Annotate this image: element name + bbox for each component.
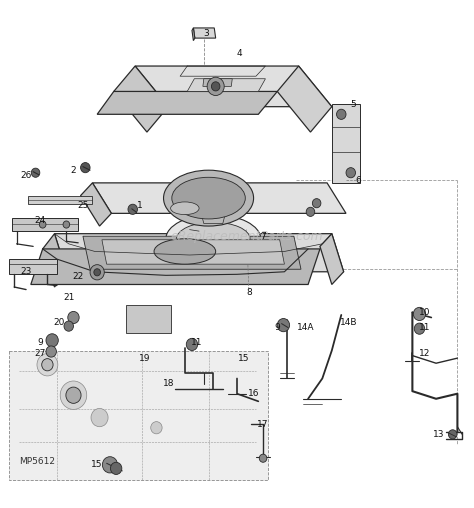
Circle shape [448, 430, 457, 439]
Polygon shape [28, 196, 92, 204]
Circle shape [64, 321, 73, 331]
Polygon shape [187, 79, 265, 91]
Circle shape [413, 307, 426, 321]
Circle shape [60, 381, 87, 409]
Text: 8: 8 [246, 288, 252, 297]
Text: 20: 20 [54, 318, 65, 327]
Circle shape [37, 354, 58, 376]
Polygon shape [12, 218, 78, 231]
Polygon shape [55, 234, 344, 272]
Text: 15: 15 [238, 354, 250, 363]
Text: 11: 11 [191, 338, 202, 347]
Circle shape [63, 221, 70, 228]
Text: 3: 3 [203, 28, 209, 38]
Circle shape [277, 319, 290, 332]
Text: 16: 16 [248, 389, 259, 398]
Polygon shape [83, 236, 301, 269]
Circle shape [42, 359, 53, 371]
Circle shape [337, 109, 346, 119]
Circle shape [207, 77, 224, 96]
Circle shape [46, 346, 56, 357]
Circle shape [110, 462, 122, 474]
Circle shape [81, 163, 90, 173]
Ellipse shape [154, 239, 216, 264]
Circle shape [186, 338, 198, 351]
Text: 17: 17 [257, 420, 269, 429]
Text: 1: 1 [137, 201, 143, 210]
Circle shape [46, 334, 58, 347]
Circle shape [90, 265, 104, 280]
Circle shape [414, 323, 425, 334]
Text: 14A: 14A [297, 323, 314, 332]
Polygon shape [9, 351, 268, 480]
Text: 26: 26 [20, 171, 32, 180]
Text: 7: 7 [260, 232, 266, 241]
Text: 5: 5 [350, 100, 356, 109]
Bar [126, 305, 171, 333]
Circle shape [68, 311, 79, 324]
Circle shape [91, 408, 108, 427]
Text: 19: 19 [139, 354, 150, 363]
Polygon shape [277, 66, 332, 132]
Ellipse shape [171, 202, 199, 215]
Polygon shape [135, 66, 332, 107]
Polygon shape [102, 240, 284, 264]
Ellipse shape [172, 177, 246, 219]
Text: 4: 4 [237, 49, 242, 58]
Text: 21: 21 [63, 293, 74, 302]
Polygon shape [320, 234, 344, 284]
Text: 2: 2 [71, 166, 76, 175]
Circle shape [211, 82, 220, 91]
Polygon shape [92, 183, 346, 213]
Text: MP5612: MP5612 [19, 457, 55, 466]
Text: 11: 11 [419, 323, 430, 332]
Ellipse shape [176, 223, 250, 255]
Text: 14B: 14B [340, 318, 357, 327]
Circle shape [151, 422, 162, 434]
Circle shape [259, 454, 267, 462]
Circle shape [346, 168, 356, 178]
Text: 22: 22 [73, 272, 84, 281]
Text: 12: 12 [419, 348, 430, 358]
Text: 6: 6 [355, 176, 361, 185]
Text: 9: 9 [274, 323, 280, 332]
Polygon shape [201, 214, 225, 224]
Polygon shape [97, 91, 277, 114]
Text: eReplacementParts.com: eReplacementParts.com [170, 230, 323, 243]
Text: 24: 24 [35, 216, 46, 226]
Circle shape [94, 269, 100, 276]
Polygon shape [192, 28, 195, 41]
Polygon shape [193, 28, 216, 38]
Circle shape [312, 199, 321, 208]
Polygon shape [332, 104, 360, 183]
Text: 23: 23 [20, 267, 32, 276]
Text: 10: 10 [419, 308, 430, 317]
Polygon shape [203, 79, 232, 86]
Polygon shape [81, 183, 111, 226]
Polygon shape [43, 234, 66, 287]
Circle shape [128, 204, 137, 214]
Circle shape [102, 457, 118, 473]
Circle shape [306, 207, 315, 216]
Circle shape [31, 168, 40, 177]
Polygon shape [31, 249, 320, 284]
Text: 25: 25 [77, 201, 89, 210]
Polygon shape [114, 66, 168, 132]
Text: 18: 18 [163, 379, 174, 388]
Ellipse shape [166, 214, 261, 263]
Text: 15: 15 [91, 460, 103, 469]
Circle shape [66, 387, 81, 403]
Text: 27: 27 [35, 348, 46, 358]
Polygon shape [9, 259, 57, 274]
Ellipse shape [164, 170, 254, 226]
Text: 9: 9 [37, 338, 43, 347]
Circle shape [39, 221, 46, 228]
Text: 13: 13 [433, 430, 444, 439]
